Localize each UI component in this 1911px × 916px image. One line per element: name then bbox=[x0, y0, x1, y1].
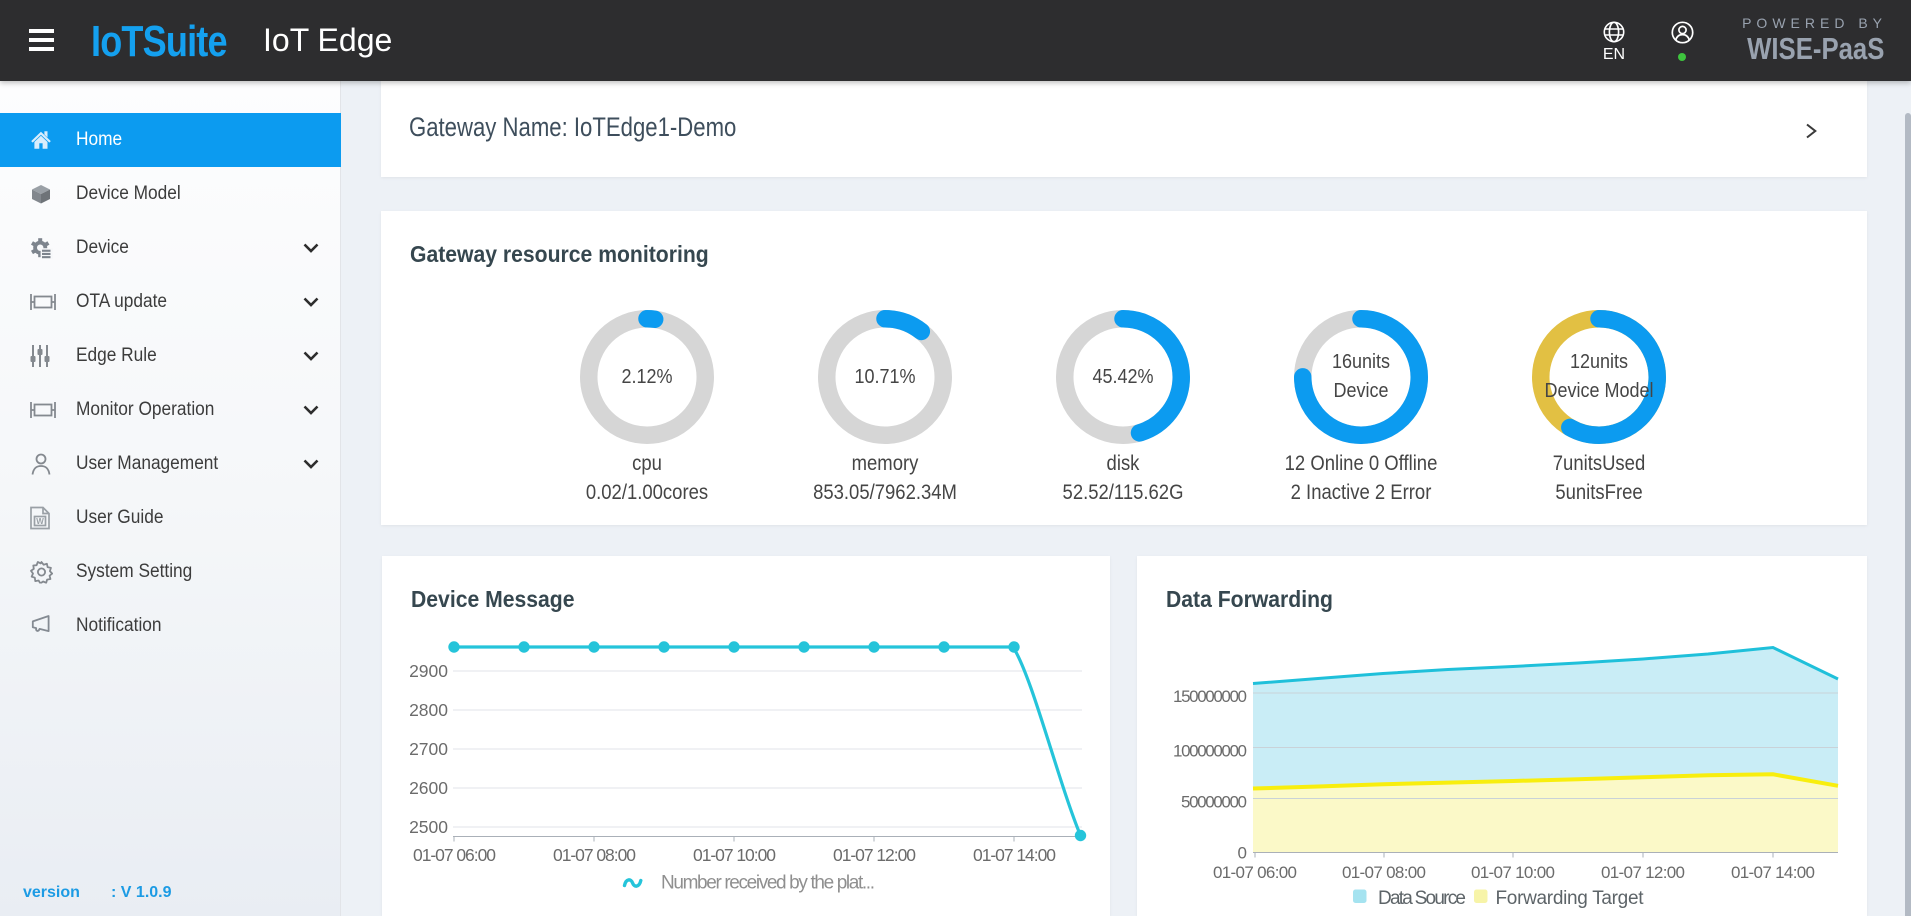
svg-text:01-07 06:00: 01-07 06:00 bbox=[1213, 863, 1297, 882]
svg-text:2600: 2600 bbox=[409, 778, 448, 798]
svg-text:2900: 2900 bbox=[409, 661, 448, 681]
svg-text:01-07 12:00: 01-07 12:00 bbox=[1601, 863, 1685, 882]
svg-text:01-07 08:00: 01-07 08:00 bbox=[553, 845, 636, 865]
svg-text:Data Source: Data Source bbox=[1378, 888, 1466, 909]
svg-text:100000000: 100000000 bbox=[1173, 742, 1247, 761]
svg-text:01-07 14:00: 01-07 14:00 bbox=[973, 845, 1056, 865]
svg-text:01-07 12:00: 01-07 12:00 bbox=[833, 845, 916, 865]
svg-text:2500: 2500 bbox=[409, 817, 448, 837]
svg-text:01-07 10:00: 01-07 10:00 bbox=[1471, 863, 1555, 882]
svg-text:01-07 06:00: 01-07 06:00 bbox=[413, 845, 496, 865]
svg-text:2800: 2800 bbox=[409, 700, 448, 720]
svg-text:Number received by the plat...: Number received by the plat... bbox=[661, 873, 875, 894]
svg-text:50000000: 50000000 bbox=[1181, 793, 1247, 812]
svg-text:01-07 14:00: 01-07 14:00 bbox=[1731, 863, 1815, 882]
svg-text:0: 0 bbox=[1238, 844, 1247, 863]
svg-text:Forwarding Target: Forwarding Target bbox=[1496, 888, 1645, 909]
svg-text:01-07 08:00: 01-07 08:00 bbox=[1342, 863, 1426, 882]
svg-text:W: W bbox=[36, 517, 44, 526]
svg-text:150000000: 150000000 bbox=[1173, 687, 1247, 706]
svg-text:2700: 2700 bbox=[409, 739, 448, 759]
svg-text:01-07 10:00: 01-07 10:00 bbox=[693, 845, 776, 865]
